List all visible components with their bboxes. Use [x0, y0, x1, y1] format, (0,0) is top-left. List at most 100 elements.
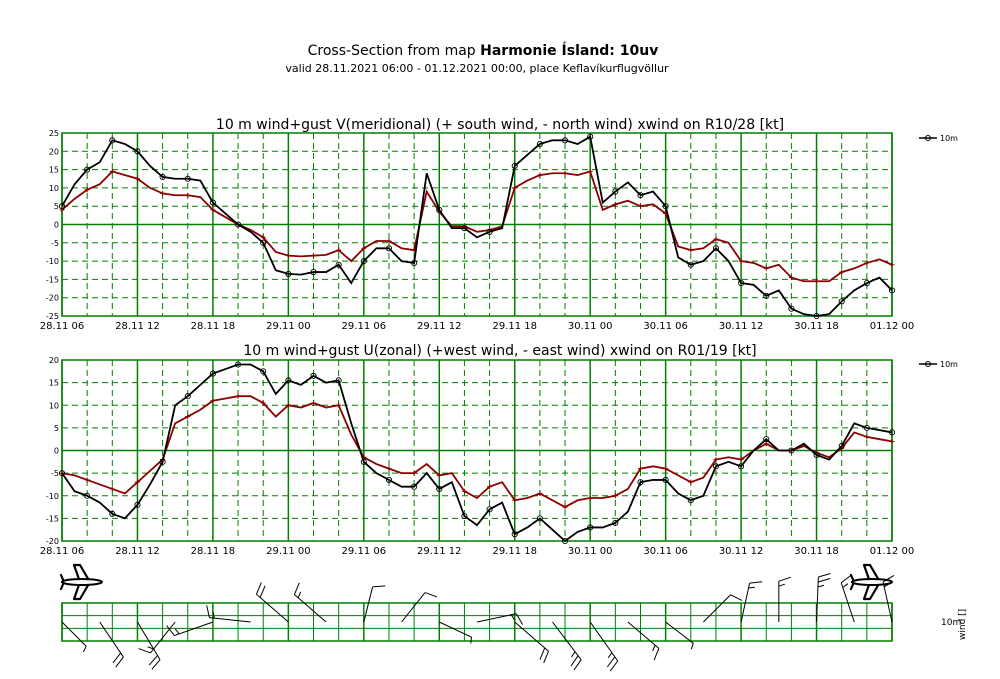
meridional-gust-point [587, 168, 593, 174]
meridional-gust-point [562, 170, 568, 176]
zonal-gust-point [260, 400, 266, 406]
zonal-wind-point [738, 463, 745, 470]
meridional-gust-point [839, 269, 845, 275]
meridional-gust-point [361, 245, 367, 251]
zonal-wind-point [58, 470, 66, 477]
meridional-wind-point [536, 140, 543, 148]
wind-barb-staff [840, 582, 855, 623]
meridional-gust-point [311, 253, 317, 259]
zonal-wind-point [235, 361, 242, 368]
meridional-wind-line [61, 135, 893, 317]
meridional-grid [61, 132, 893, 317]
zonal-gust-point [436, 472, 442, 478]
meridional-legend[interactable]: 10m [919, 134, 958, 143]
zonal-xtick-label: 29.11 12 [417, 546, 462, 557]
zonal-wind-point [662, 476, 669, 483]
zonal-gust-point [109, 486, 115, 492]
zonal-gust-point [311, 400, 317, 406]
wind-barb-feather [372, 585, 386, 588]
zonal-xtick-label: 29.11 18 [492, 546, 537, 557]
meridional-wind-point [285, 270, 292, 277]
meridional-xtick-label: 30.11 18 [794, 321, 839, 332]
wind-barb-half-feather [607, 652, 613, 659]
zonal-wind-point [536, 515, 543, 522]
zonal-gust-point [889, 438, 895, 444]
zonal-gust-point [688, 479, 694, 485]
wind-barb-staff [439, 621, 472, 638]
zonal-legend[interactable]: 10m [919, 360, 958, 369]
zonal-wind-point [486, 506, 493, 513]
meridional-gust-point [889, 262, 895, 268]
zonal-gust-point [612, 493, 618, 499]
zonal-xtick-label: 29.11 06 [342, 546, 387, 557]
zonal-wind-point [587, 524, 594, 531]
meridional-wind-point [461, 225, 468, 232]
wind-barb-feather [259, 585, 266, 598]
meridional-gust-point [612, 201, 618, 207]
zonal-wind-point [184, 393, 191, 400]
wind-barb-half-feather [842, 583, 849, 588]
meridional-gust-point [864, 260, 870, 266]
meridional-wind-point [486, 228, 493, 235]
wind-barb-feather [255, 582, 262, 595]
meridional-wind-point [335, 261, 342, 268]
meridional-wind-point [813, 312, 820, 320]
wind-barb-staff [99, 621, 124, 658]
zonal-legend-label: 10m [940, 360, 958, 369]
wind-barb-half-feather [778, 583, 785, 587]
meridional-ytick-label: 15 [49, 166, 59, 175]
zonal-wind-point [612, 519, 619, 526]
meridional-ytick-label: 0 [54, 221, 59, 230]
wind-barb-feather [148, 655, 158, 666]
wind-barb-half-feather [147, 646, 154, 650]
zonal-y-ticks: 20 15 10 5 0 -5 -10 -15 -20 [46, 356, 59, 546]
zonal-gust-point [562, 504, 568, 510]
wind-barb-staff [514, 621, 549, 652]
wind-barb-feather [749, 581, 763, 584]
meridional-wind-point [863, 280, 870, 287]
wind-barb-half-feather [174, 628, 180, 635]
zonal-wind-point [335, 377, 342, 384]
zonal-ytick-label: 20 [49, 356, 59, 365]
zonal-wind-point [109, 510, 116, 517]
meridional-wind-point [260, 239, 267, 246]
zonal-wind-point [712, 463, 719, 470]
meridional-xtick-label: 01.12 00 [870, 321, 915, 332]
meridional-xtick-label: 28.11 12 [115, 321, 160, 332]
zonal-series [58, 361, 896, 545]
wind-barb-feather [570, 655, 579, 667]
meridional-ytick-label: 20 [49, 147, 59, 156]
zonal-wind-point [436, 485, 443, 493]
zonal-wind-point [888, 429, 896, 436]
meridional-gust-point [84, 187, 90, 193]
wind-barb-feather [424, 592, 438, 598]
wind-barb-staff [363, 586, 374, 623]
zonal-wind-line [61, 363, 893, 543]
zonal-wind-point [838, 442, 845, 450]
meridional-gust-point [537, 172, 543, 178]
wind-barb-staff [61, 621, 87, 647]
zonal-wind-point [260, 368, 267, 375]
zonal-gust-point [285, 402, 291, 408]
meridional-wind-point [360, 258, 367, 265]
wind-barb-feather [151, 659, 161, 670]
wind-barb-staff [209, 617, 251, 623]
meridional-wind-point [637, 192, 644, 199]
meridional-xtick-label: 30.11 00 [568, 321, 613, 332]
meridional-gust-point [160, 190, 166, 196]
zonal-gust-point [411, 470, 417, 476]
meridional-legend-label: 10m [940, 134, 958, 143]
zonal-gust-point [738, 457, 744, 463]
wind-barb-staff [665, 621, 694, 644]
meridional-wind-point [561, 137, 569, 144]
zonal-gust-point [134, 479, 140, 485]
zonal-gust-point [461, 488, 467, 494]
zonal-ytick-label: 5 [54, 424, 59, 433]
zonal-wind-point [360, 458, 367, 465]
zonal-xtick-label: 01.12 00 [870, 546, 915, 557]
wind-barb-feather [112, 652, 122, 664]
wind-barb-half-feather [748, 586, 755, 589]
meridional-wind-point [134, 148, 141, 155]
meridional-ytick-label: -10 [46, 257, 59, 266]
